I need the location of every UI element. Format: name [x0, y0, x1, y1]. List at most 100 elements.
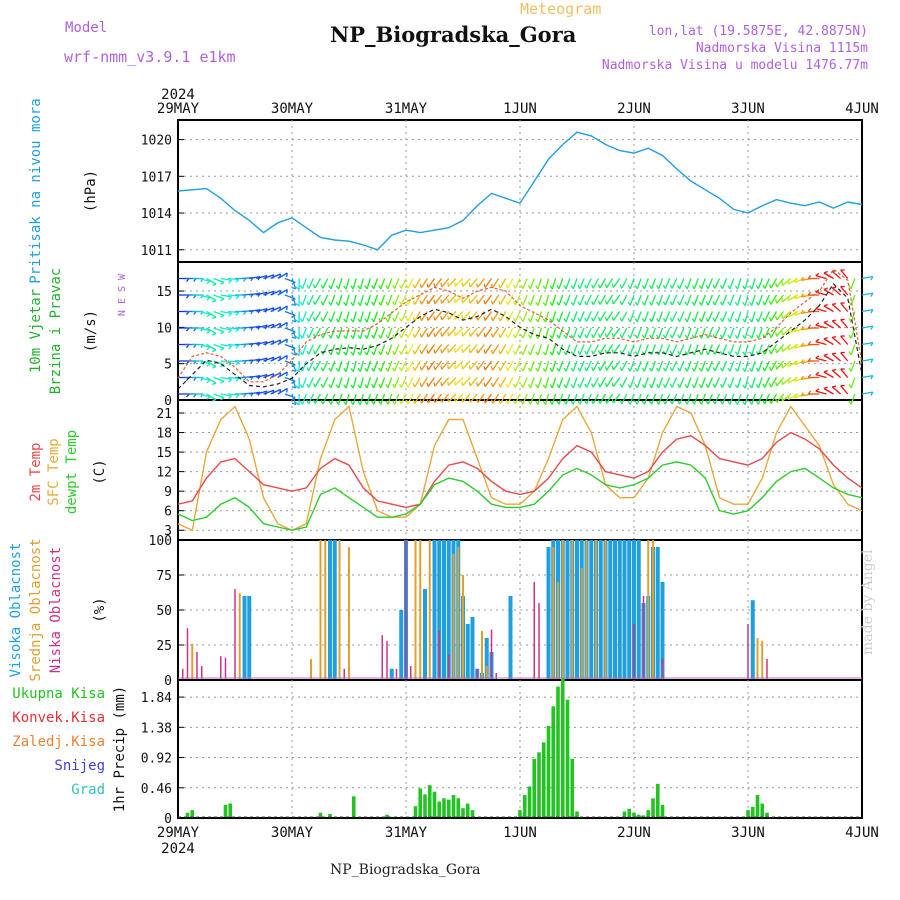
wind-barb-tip	[398, 383, 402, 388]
cloud-bar	[386, 640, 388, 679]
wind-barb-tip	[378, 367, 382, 372]
wind-barb	[301, 360, 307, 372]
cloud-bar	[495, 673, 497, 679]
wind-barb	[729, 377, 735, 389]
wind-barb	[831, 336, 842, 345]
wind-barb-tip	[483, 316, 486, 321]
wind-barb-tip	[807, 373, 812, 378]
precip-bar	[641, 815, 646, 817]
wind-barb	[434, 278, 443, 288]
ytick-label: 9	[164, 485, 172, 500]
wind-barb	[776, 311, 785, 321]
wind-barb	[407, 377, 414, 388]
cloud-bar	[442, 540, 446, 679]
wind-barb	[366, 344, 371, 356]
wind-barb-tip	[698, 384, 703, 389]
wind-barb-tip	[306, 301, 310, 306]
wind-barb	[256, 341, 268, 346]
wind-barb-tip	[807, 274, 812, 279]
wind-barb-tip	[698, 318, 703, 323]
cloud-bar	[242, 596, 247, 679]
wind-barb	[599, 377, 607, 388]
wind-barb	[545, 278, 550, 290]
wind-barb	[671, 344, 678, 355]
wind-barb	[387, 344, 393, 356]
wind-barb	[794, 393, 806, 399]
wind-barb-tip	[662, 284, 666, 289]
wind-barb-tip	[619, 366, 623, 372]
ytick-label: 5	[164, 358, 172, 373]
ytick-label: 0.92	[141, 752, 172, 767]
wind-barb	[664, 393, 671, 405]
wind-barb-tip	[299, 351, 304, 356]
wind-barb-tip	[597, 366, 601, 371]
ytick-label: 0	[164, 394, 172, 409]
wind-barb	[586, 327, 592, 339]
precip-bar	[651, 798, 655, 817]
wind-barb	[721, 360, 728, 372]
wind-barb	[277, 321, 288, 329]
wind-barb	[840, 368, 849, 378]
wind-barb-tip	[584, 301, 588, 306]
wind-barb-tip	[490, 366, 494, 371]
wind-barb-tip	[787, 279, 790, 285]
wind-barb-tip	[698, 285, 703, 290]
wind-barb-tip	[512, 301, 516, 306]
wind-barb	[380, 278, 386, 290]
wind-barb-tip	[591, 300, 594, 306]
wind-barb-tip	[498, 366, 501, 371]
wind-barb	[434, 327, 443, 338]
wind-barb-tip	[556, 351, 560, 356]
wind-barb-tip	[641, 285, 646, 290]
wind-barb	[751, 344, 756, 356]
wind-barb	[606, 278, 614, 289]
cloud-bar	[571, 540, 574, 679]
wind-barb-tip	[228, 296, 233, 301]
wind-barb-tip	[498, 333, 501, 338]
wind-barb-tip	[669, 350, 673, 355]
wind-barb	[345, 311, 350, 323]
wind-barb-tip	[604, 349, 608, 354]
wind-barb-tip	[385, 318, 389, 323]
wind-barb-tip	[807, 324, 812, 329]
ylabel-cloud: Srednja Oblacnost	[28, 538, 44, 681]
xtick-label-bottom: 31MAY	[385, 825, 428, 841]
wind-barb	[545, 344, 550, 356]
wind-barb	[220, 277, 232, 282]
wind-barb-tip	[698, 301, 703, 306]
wind-barb-tip	[563, 400, 567, 405]
wind-barb-tip	[684, 285, 688, 290]
wind-barb-tip	[727, 285, 731, 290]
wind-barb-tip	[627, 301, 631, 306]
wind-barb-tip	[727, 351, 731, 356]
wind-barb-tip	[570, 301, 574, 306]
wind-barb-tip	[505, 317, 509, 322]
wind-barb-tip	[691, 285, 695, 290]
wind-barb	[434, 360, 443, 371]
ytick-label: 15	[156, 285, 172, 300]
cloud-bar	[238, 593, 241, 679]
wind-barb	[308, 278, 314, 289]
wind-barb	[484, 294, 493, 305]
wind-barb	[227, 343, 239, 347]
wind-barb-tip	[468, 398, 471, 403]
wind-barb-tip	[343, 302, 347, 307]
wind-barb	[434, 377, 443, 387]
wind-barb	[400, 327, 407, 339]
wind-barb	[770, 311, 778, 322]
wind-barb	[744, 360, 749, 372]
wind-barb	[537, 311, 542, 323]
wind-barb	[686, 327, 692, 339]
wind-barb	[781, 360, 792, 369]
wind-barb	[220, 393, 232, 397]
cloud-bar	[224, 657, 227, 679]
wind-barb-tip	[286, 338, 288, 344]
xtick-label-top: 29MAY	[157, 101, 200, 117]
wind-barb	[499, 311, 507, 322]
wind-barb	[477, 278, 485, 288]
precip-bar	[470, 810, 475, 817]
wind-barb-tip	[604, 283, 608, 288]
panel-frame-2	[177, 399, 863, 541]
wind-barb	[636, 311, 642, 323]
wind-barb	[427, 278, 436, 288]
